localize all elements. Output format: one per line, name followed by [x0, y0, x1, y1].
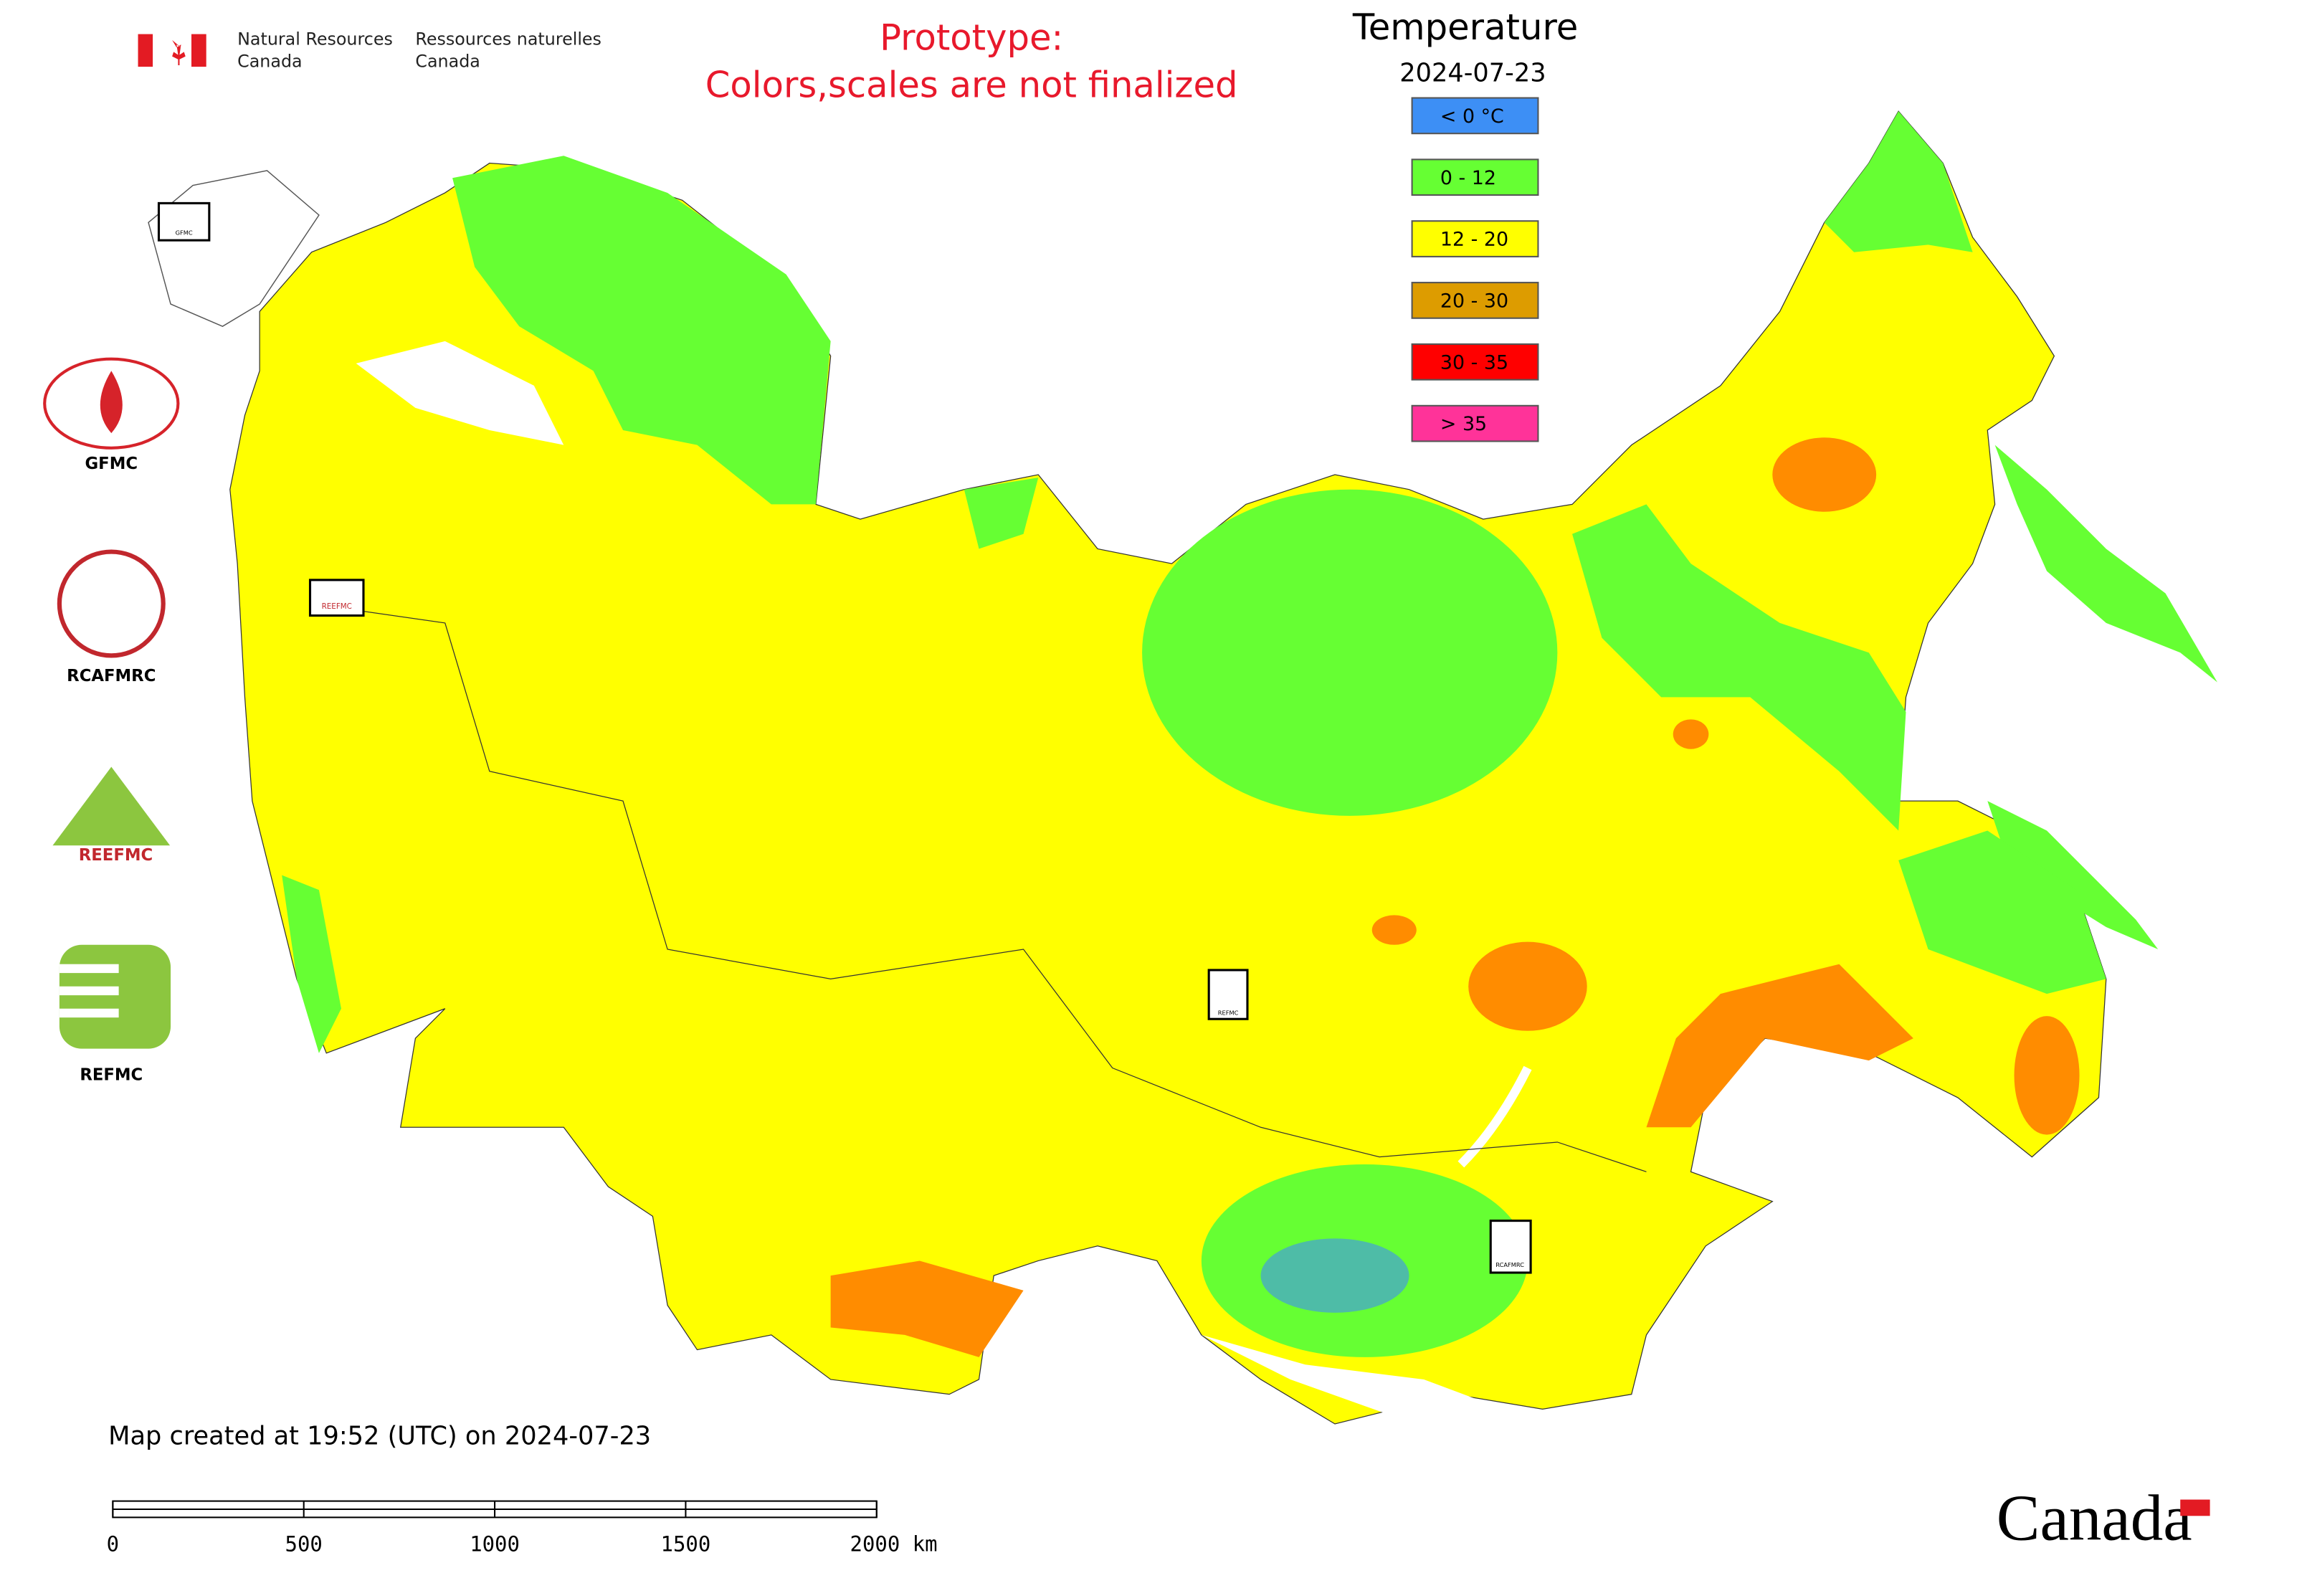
logo-label: REFMC — [80, 1065, 143, 1084]
legend-swatch — [1411, 220, 1539, 257]
logo-label: RCAFMRC — [67, 667, 156, 685]
legend-swatch — [1411, 343, 1539, 381]
logos: GFMC RCAFMRC REEFMC REFMC — [42, 357, 190, 1084]
map-markers: GFMC REEFMC REFMC RCAFMRC — [157, 201, 1532, 1274]
legend-label: 0 - 12 — [1440, 167, 1496, 189]
legend-label: 12 - 20 — [1440, 229, 1508, 251]
marker-label: RCAFMRC — [1495, 1261, 1524, 1268]
scale-label: 2000 km — [850, 1532, 938, 1557]
notice: Colors,scales are not finalized — [705, 65, 1238, 106]
dept-en: Natural Resources — [237, 29, 393, 49]
canada-wordmark: Canada — [1997, 1482, 2192, 1554]
dept-fr: Ressources naturelles — [415, 29, 601, 49]
scale-label: 0 — [107, 1532, 119, 1557]
gc-signature: Natural Resources Canada Ressources natu… — [138, 29, 601, 71]
legend-label: 30 - 35 — [1440, 351, 1508, 374]
legend-label: 20 - 30 — [1440, 290, 1508, 312]
scale-label: 500 — [285, 1532, 323, 1557]
dept-en: Canada — [237, 51, 303, 71]
legend-date: 2024-07-23 — [1399, 58, 1546, 87]
legend-swatch — [1411, 158, 1539, 196]
scale-bar: 0 500 1000 1500 2000 km — [107, 1500, 938, 1557]
marker-label: REFMC — [1218, 1009, 1239, 1016]
wordmark-flag — [2180, 1499, 2210, 1516]
map — [148, 110, 2217, 1425]
scale-label: 1000 — [470, 1532, 520, 1557]
legend-label: > 35 — [1440, 413, 1487, 435]
legend-swatch — [1411, 97, 1539, 135]
legend-label: < 0 °C — [1440, 105, 1504, 128]
legend-swatch — [1411, 404, 1539, 442]
marker-label: REEFMC — [322, 602, 352, 611]
marker-label: GFMC — [176, 229, 193, 236]
logo-label: REEFMC — [79, 846, 153, 865]
dept-fr: Canada — [415, 51, 480, 71]
logo-label: GFMC — [85, 455, 138, 473]
scale-label: 1500 — [661, 1532, 711, 1557]
legend: < 0 °C 0 - 12 12 - 20 20 - 30 30 - 35 > 35 — [1411, 97, 1539, 442]
created-note: Map created at 19:52 (UTC) on 2024-07-23 — [108, 1422, 651, 1451]
notice: Prototype: — [880, 16, 1063, 58]
legend-title: Temperature — [1352, 6, 1578, 48]
legend-swatch — [1411, 282, 1539, 319]
